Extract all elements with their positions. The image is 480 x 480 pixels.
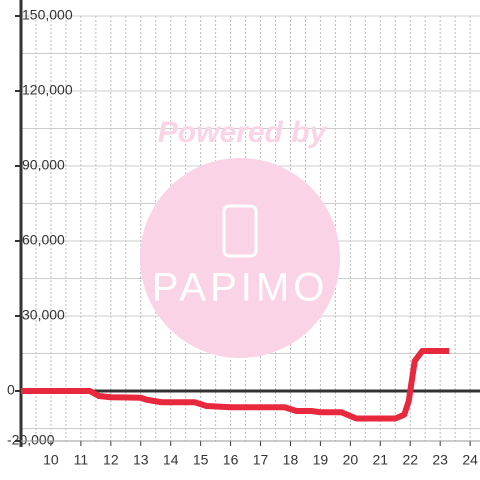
x-tick-label: 15	[193, 452, 209, 468]
y-tick-label: -20,000	[7, 432, 55, 448]
watermark-logo: PAPIMO	[152, 266, 329, 310]
x-tick-label: 23	[432, 452, 448, 468]
x-tick-label: 13	[133, 452, 149, 468]
y-tick-label: 30,000	[22, 307, 65, 323]
x-tick-label: 14	[163, 452, 179, 468]
watermark-circle	[140, 158, 340, 358]
x-tick-label: 20	[343, 452, 359, 468]
watermark-phone	[222, 204, 258, 258]
y-tick-label: 60,000	[22, 232, 65, 248]
y-tick-label: 150,000	[22, 7, 73, 23]
watermark: Powered by PAPIMO	[140, 116, 340, 358]
x-tick-label: 12	[103, 452, 119, 468]
x-tick-label: 19	[313, 452, 329, 468]
x-tick-label: 17	[253, 452, 269, 468]
x-tick-label: 21	[373, 452, 389, 468]
watermark-caption: Powered by	[158, 116, 328, 149]
x-tick-label: 11	[74, 452, 89, 468]
data-line	[21, 348, 450, 422]
x-tick-label: 16	[223, 452, 239, 468]
x-tick-label: 24	[462, 452, 478, 468]
y-tick-label: 120,000	[22, 82, 73, 98]
y-tick-label: 90,000	[22, 157, 65, 173]
y-tick-label: 0	[7, 382, 15, 398]
x-tick-label: 18	[283, 452, 299, 468]
x-tick-label: 10	[43, 452, 59, 468]
x-tick-label: 22	[402, 452, 418, 468]
